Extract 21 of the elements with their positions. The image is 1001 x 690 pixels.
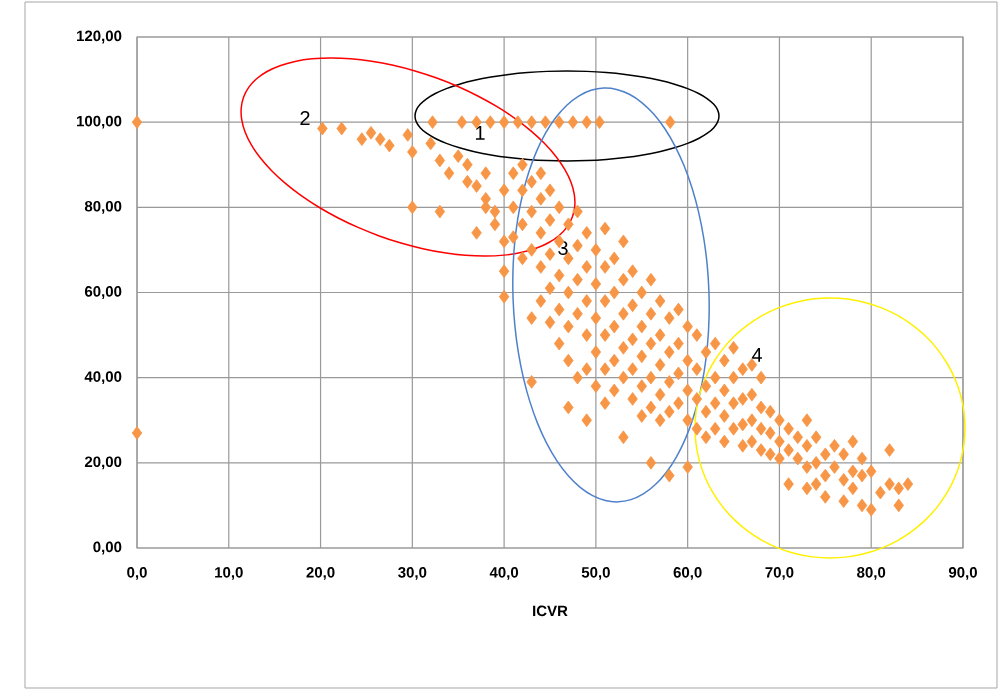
annotation: 1 (475, 126, 485, 140)
y-tick-label: 20,00 (84, 456, 122, 470)
x-tick-label: 50,0 (581, 567, 610, 580)
y-tick-label: 100,00 (77, 115, 122, 129)
annotation: 2 (300, 111, 310, 125)
x-axis-title: ICVR (533, 605, 568, 617)
x-tick-label: 20,0 (306, 567, 335, 580)
x-tick-label: 10,0 (215, 567, 243, 580)
x-tick-label: 80,0 (857, 567, 886, 580)
x-tick-label: 0,0 (127, 567, 147, 580)
y-tick-label: 60,00 (84, 286, 122, 299)
x-tick-label: 70,0 (765, 567, 794, 580)
y-tick-label: 40,00 (84, 371, 122, 385)
x-tick-label: 90,0 (948, 567, 977, 580)
x-tick-label: 30,0 (398, 567, 427, 580)
y-tick-label: 80,00 (84, 200, 122, 214)
x-tick-label: 40,0 (489, 567, 519, 580)
y-tick-label: 120,00 (77, 30, 122, 44)
y-tick-label: 0,00 (93, 541, 122, 555)
x-tick-label: 60,0 (673, 567, 702, 580)
annotation: 4 (751, 348, 762, 362)
